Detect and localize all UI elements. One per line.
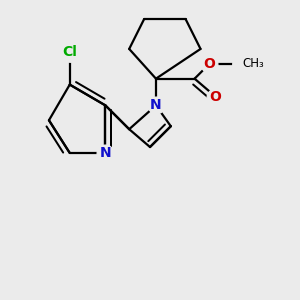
Text: O: O xyxy=(209,89,221,103)
Text: N: N xyxy=(100,146,111,160)
Text: O: O xyxy=(203,57,215,71)
Text: Cl: Cl xyxy=(62,45,77,59)
Text: CH₃: CH₃ xyxy=(242,57,264,70)
Text: N: N xyxy=(150,98,162,112)
